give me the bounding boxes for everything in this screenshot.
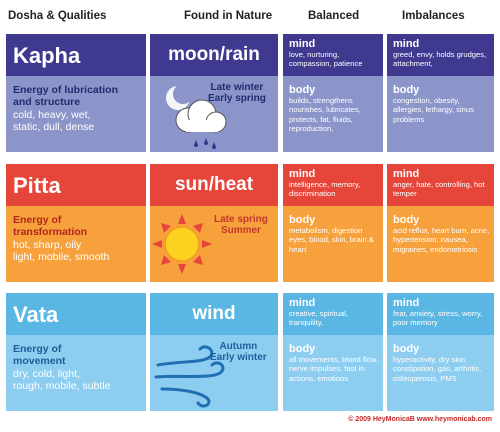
kapha-season: Late winter Early spring xyxy=(208,82,266,104)
kapha-nature-top: moon/rain xyxy=(150,34,278,76)
pitta-balanced-mind: mind intelligence, memory, discriminatio… xyxy=(283,164,383,206)
pitta-balanced-body: body metabolism, digestion eyes, blood, … xyxy=(283,206,383,282)
kapha-imbalance-mind: mind greed, envy, holds grudges, attachm… xyxy=(387,34,494,76)
vata-balanced-mind-label: mind xyxy=(289,297,316,309)
vata-nature-top: wind xyxy=(150,293,278,335)
pitta-balanced-mind-text: intelligence, memory, discrimination xyxy=(289,180,361,199)
pitta-qualities-line1: hot, sharp, oily xyxy=(13,239,82,251)
kapha-dosha-top: Kapha xyxy=(6,34,146,76)
vata-imbalance-body-text: hyperactivity, dry skin, constipation, g… xyxy=(393,355,482,383)
vata-season: Autumn Early winter xyxy=(210,341,267,363)
wind-icon xyxy=(154,345,225,408)
kapha-balanced-body-text: builds, strengthens nourishes, lubricate… xyxy=(289,96,361,134)
vata-balanced-body-text: all movements, blood flow, nerve impulse… xyxy=(289,355,379,383)
vata-qualities-line1: dry, cold, light, xyxy=(13,368,80,380)
vata-balanced-mind-text: creative, spiritual, tranquility, xyxy=(289,309,349,328)
pitta-dosha-bottom: Energy of transformation hot, sharp, oil… xyxy=(6,206,146,282)
vata-imbalance-mind-label: mind xyxy=(393,297,420,309)
vata-qualities-line2: rough, mobile, subtle xyxy=(13,380,111,392)
pitta-balanced-body-text: metabolism, digestion eyes, blood, skin,… xyxy=(289,226,374,254)
kapha-imbalance-body: body congestion, obesity, allergies, let… xyxy=(387,76,494,152)
kapha-balanced-mind: mind love, nurturing, compassion, patien… xyxy=(283,34,383,76)
pitta-season: Late spring Summer xyxy=(214,214,268,236)
kapha-nature-bottom: Late winter Early spring xyxy=(150,76,278,152)
vata-imbalance-body-label: body xyxy=(393,343,420,355)
vata-energy-line1: Energy of xyxy=(13,343,62,355)
kapha-balanced-mind-text: love, nurturing, compassion, patience xyxy=(289,50,363,69)
vata-dosha-top: Vata xyxy=(6,293,146,335)
vata-balanced-body-label: body xyxy=(289,343,316,355)
pitta-imbalance-mind-label: mind xyxy=(393,168,420,180)
vata-energy: Energy of movement xyxy=(13,343,66,367)
kapha-season1: Late winter xyxy=(210,82,264,93)
vata-energy-line2: movement xyxy=(13,355,66,367)
kapha-qualities-line2: static, dull, dense xyxy=(13,121,95,133)
kapha-balanced-body-label: body xyxy=(289,84,316,96)
vata-title: Vata xyxy=(13,302,59,327)
vata-imbalance-mind: mind fear, anxiety, stress, worry, poor … xyxy=(387,293,494,335)
pitta-energy: Energy of transformation xyxy=(13,214,87,238)
pitta-dosha-top: Pitta xyxy=(6,164,146,206)
vata-balanced-body: body all movements, blood flow, nerve im… xyxy=(283,335,383,411)
sun-icon xyxy=(152,214,212,274)
vata-season2: Early winter xyxy=(210,352,267,363)
header-imbalances: Imbalances xyxy=(402,10,465,22)
pitta-imbalance-body-text: acid reflux, heart burn, acne, hypertens… xyxy=(393,226,490,254)
pitta-title: Pitta xyxy=(13,173,61,198)
pitta-imbalance-mind-text: anger, hate, controlling, hot temper xyxy=(393,180,485,199)
header-dosha: Dosha & Qualities xyxy=(8,10,107,22)
vata-imbalance-body: body hyperactivity, dry skin, constipati… xyxy=(387,335,494,411)
kapha-dosha-bottom: Energy of lubrication and structure cold… xyxy=(6,76,146,152)
pitta-nature-title: sun/heat xyxy=(174,174,254,195)
kapha-imbalance-body-text: congestion, obesity, allergies, lethargy… xyxy=(393,96,474,124)
kapha-energy: Energy of lubrication and structure xyxy=(13,84,118,108)
pitta-energy-line2: transformation xyxy=(13,226,88,238)
kapha-energy-line2: and structure xyxy=(13,96,81,108)
pitta-qualities-line2: light, mobile, smooth xyxy=(13,251,110,263)
pitta-qualities: hot, sharp, oily light, mobile, smooth xyxy=(13,239,109,263)
pitta-balanced-mind-label: mind xyxy=(289,168,316,180)
kapha-imbalance-mind-text: greed, envy, holds grudges, attachment, xyxy=(393,50,487,69)
vata-balanced-mind: mind creative, spiritual, tranquility, xyxy=(283,293,383,335)
kapha-imbalance-mind-label: mind xyxy=(393,38,420,50)
pitta-nature-bottom: Late spring Summer xyxy=(150,206,278,282)
vata-nature-bottom: Autumn Early winter xyxy=(150,335,278,411)
header-balanced: Balanced xyxy=(308,10,360,22)
kapha-energy-line1: Energy of lubrication xyxy=(13,84,119,96)
kapha-qualities: cold, heavy, wet, static, dull, dense xyxy=(13,109,94,133)
vata-qualities: dry, cold, light, rough, mobile, subtle xyxy=(13,368,110,392)
kapha-qualities-line1: cold, heavy, wet, xyxy=(13,109,91,121)
vata-nature-title: wind xyxy=(192,303,236,324)
pitta-imbalance-mind: mind anger, hate, controlling, hot tempe… xyxy=(387,164,494,206)
kapha-imbalance-body-label: body xyxy=(393,84,420,96)
pitta-season2: Summer xyxy=(220,225,261,236)
kapha-balanced-body: body builds, strengthens nourishes, lubr… xyxy=(283,76,383,152)
moon-rain-icon xyxy=(166,84,227,149)
copyright-footer: © 2009 HeyMonicaB www.heymonicab.com xyxy=(348,416,492,423)
pitta-imbalance-body: body acid reflux, heart burn, acne, hype… xyxy=(387,206,494,282)
pitta-energy-line1: Energy of xyxy=(13,214,62,226)
pitta-nature-top: sun/heat xyxy=(150,164,278,206)
header-nature: Found in Nature xyxy=(184,10,273,22)
vata-dosha-bottom: Energy of movement dry, cold, light, rou… xyxy=(6,335,146,411)
kapha-season2: Early spring xyxy=(208,93,266,104)
kapha-title: Kapha xyxy=(13,43,81,68)
vata-season1: Autumn xyxy=(219,341,258,352)
pitta-imbalance-body-label: body xyxy=(393,214,420,226)
kapha-nature-title: moon/rain xyxy=(168,44,260,65)
vata-imbalance-mind-text: fear, anxiety, stress, worry, poor memor… xyxy=(393,309,483,328)
pitta-season1: Late spring xyxy=(214,214,268,225)
pitta-balanced-body-label: body xyxy=(289,214,316,226)
kapha-balanced-mind-label: mind xyxy=(289,38,316,50)
